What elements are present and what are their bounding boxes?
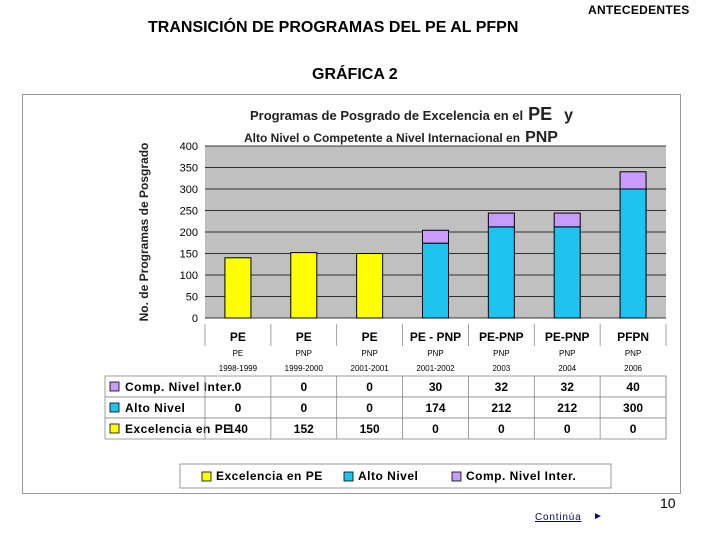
table-cell: 30 xyxy=(429,380,443,394)
chart: Programas de Posgrado de Excelencia en e… xyxy=(104,104,667,489)
legend-swatch-excelencia xyxy=(201,471,212,482)
table-cell: 0 xyxy=(630,422,637,436)
bar-excelencia xyxy=(224,257,252,319)
program-label: PNP xyxy=(559,349,575,358)
table-cell: 0 xyxy=(235,401,242,415)
program-label: PNP xyxy=(427,349,443,358)
table-row-label: Alto Nivel xyxy=(125,401,185,415)
period-label: 2001-2002 xyxy=(416,364,455,373)
y-tick-label: 350 xyxy=(180,163,198,175)
table-cell: 300 xyxy=(623,401,643,415)
bar-excelencia xyxy=(290,252,318,319)
bar-alto_nivel xyxy=(553,226,581,319)
bar-alto_nivel xyxy=(422,242,449,319)
bar-comp_nivel xyxy=(422,229,449,244)
bar-comp_nivel xyxy=(553,212,581,228)
y-tick-label: 200 xyxy=(180,227,198,239)
table-row xyxy=(104,396,667,419)
legend-swatch-comp_nivel xyxy=(109,381,120,392)
bar-excelencia xyxy=(356,253,384,319)
y-tick-label: 0 xyxy=(192,313,198,325)
category-label: PE - PNP xyxy=(410,330,461,344)
legend-swatch-excelencia xyxy=(109,423,120,434)
table-cell: 212 xyxy=(557,401,577,415)
table-cell: 0 xyxy=(366,401,373,415)
y-axis-label: No. de Programas de Posgrado xyxy=(137,143,151,322)
table-cell: 40 xyxy=(626,380,640,394)
bar-alto_nivel xyxy=(619,188,647,319)
table-cell: 0 xyxy=(300,380,307,394)
program-label: PNP xyxy=(625,349,641,358)
table-cell: 0 xyxy=(300,401,307,415)
table-cell: 0 xyxy=(564,422,571,436)
page-title: TRANSICIÓN DE PROGRAMAS DEL PE AL PFPN xyxy=(148,19,519,36)
page-number: 10 xyxy=(660,495,676,511)
chart-caption: GRÁFICA 2 xyxy=(312,66,398,83)
category-label: PE xyxy=(230,330,246,344)
period-label: 2001-2001 xyxy=(351,364,390,373)
table-cell: 150 xyxy=(360,422,380,436)
bar-comp_nivel xyxy=(619,171,647,190)
table-cell: 212 xyxy=(491,401,511,415)
table-cell: 32 xyxy=(495,380,509,394)
continue-link[interactable]: Continúa xyxy=(535,512,582,523)
period-label: 2003 xyxy=(492,364,510,373)
legend-label: Excelencia en PE xyxy=(216,469,323,483)
table-cell: 0 xyxy=(432,422,439,436)
category-label: PE-PNP xyxy=(545,330,590,344)
table-row-label: Comp. Nivel Inter. xyxy=(125,380,235,394)
table-cell: 0 xyxy=(498,422,505,436)
category-label: PE xyxy=(296,330,312,344)
y-tick-label: 50 xyxy=(186,292,198,304)
bar-alto_nivel xyxy=(487,226,515,319)
legend-label: Alto Nivel xyxy=(358,469,418,483)
chart-title-line1: Programas de Posgrado de Excelencia en e… xyxy=(250,104,573,124)
legend-label: Comp. Nivel Inter. xyxy=(466,469,576,483)
continue-arrow-icon[interactable]: ► xyxy=(593,511,603,522)
y-tick-label: 100 xyxy=(180,270,198,282)
y-tick-label: 150 xyxy=(180,249,198,261)
table-cell: 0 xyxy=(235,380,242,394)
legend-box xyxy=(179,463,612,489)
legend-swatch-comp_nivel xyxy=(451,471,462,482)
legend-swatch-alto_nivel xyxy=(343,471,354,482)
period-label: 2004 xyxy=(558,364,576,373)
table-cell: 32 xyxy=(561,380,575,394)
legend-swatch-alto_nivel xyxy=(109,402,120,413)
program-label: PNP xyxy=(296,349,312,358)
table-cell: 174 xyxy=(425,401,445,415)
table-cell: 140 xyxy=(228,422,248,436)
antecedentes-label: ANTECEDENTES xyxy=(588,3,690,17)
y-tick-label: 300 xyxy=(180,184,198,196)
program-label: PE xyxy=(233,349,244,358)
category-label: PE xyxy=(362,330,378,344)
category-table xyxy=(205,324,666,376)
y-tick-label: 250 xyxy=(180,206,198,218)
y-tick-label: 400 xyxy=(180,141,198,153)
program-label: PNP xyxy=(361,349,377,358)
category-label: PFPN xyxy=(617,330,649,344)
period-label: 1999-2000 xyxy=(285,364,324,373)
category-label: PE-PNP xyxy=(479,330,524,344)
bar-comp_nivel xyxy=(487,212,515,228)
table-row-label: Excelencia en PE xyxy=(125,422,232,436)
table-cell: 0 xyxy=(366,380,373,394)
period-label: 1998-1999 xyxy=(219,364,258,373)
period-label: 2006 xyxy=(624,364,642,373)
table-cell: 152 xyxy=(294,422,314,436)
chart-title-line2: Alto Nivel o Competente a Nivel Internac… xyxy=(244,129,558,146)
program-label: PNP xyxy=(493,349,509,358)
